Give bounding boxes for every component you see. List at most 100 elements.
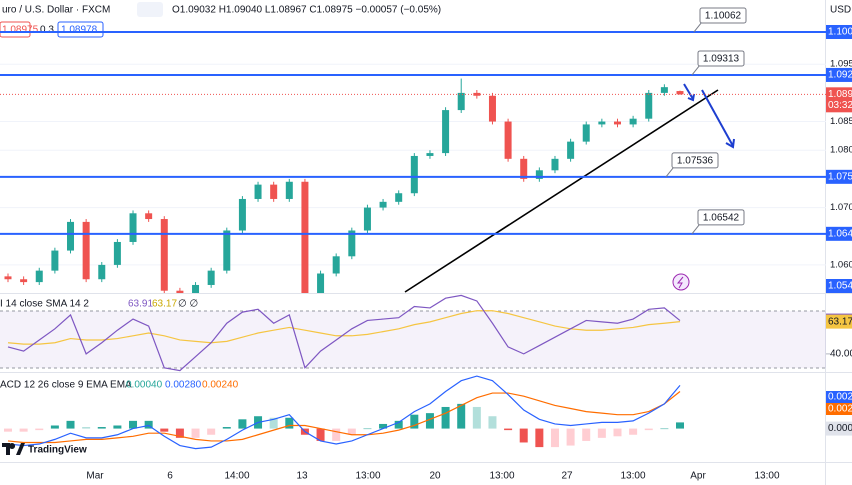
currency-label: USD (830, 5, 851, 16)
candle-body (51, 250, 59, 271)
macd-histogram-bar (597, 428, 606, 438)
candle-body (317, 273, 325, 293)
macd-histogram-bar (676, 422, 684, 429)
y-tick-label: 1.080 (830, 145, 852, 156)
time-tick-label: 20 (429, 471, 441, 482)
candle-body (207, 270, 215, 285)
level-axis-label: 1.092 (828, 70, 852, 81)
candle-body (504, 121, 512, 159)
macd-histogram-bar (441, 406, 450, 429)
time-tick-label: 27 (561, 471, 573, 482)
macd-histogram-bar (566, 428, 575, 446)
candle-body (676, 91, 684, 95)
candle-body (379, 201, 387, 208)
candle-body (254, 184, 262, 199)
candle-body (176, 290, 184, 293)
event-icon[interactable] (672, 273, 690, 291)
rsi-axis-badge (826, 314, 852, 329)
rsi-axis-label: 63.17 (828, 316, 852, 327)
time-tick-label: 13:00 (754, 471, 779, 482)
macd-signal-value: 0.00240 (202, 380, 239, 391)
candle-body (270, 184, 278, 199)
macd-histogram-bar (457, 403, 466, 429)
macd-histogram-bar (613, 428, 622, 437)
candle-body (129, 213, 137, 242)
level-axis-badge (826, 24, 852, 39)
candle-body (67, 221, 75, 251)
candle-body (613, 121, 621, 125)
time-tick-label: Mar (86, 471, 104, 482)
callout-leader (691, 64, 701, 76)
candle-body (192, 284, 200, 293)
macd-histogram-bar (129, 420, 138, 429)
candle-body (567, 141, 575, 159)
macd-line (7, 375, 681, 450)
low-badge (826, 279, 852, 293)
price-axis: 1.095 1.085 1.080 1.070 1.060 (830, 59, 852, 271)
rsi-line (7, 294, 681, 372)
macd-histogram-bar (191, 428, 200, 438)
candle-body (473, 92, 481, 96)
macd-hist-value: 0.00040 (126, 380, 163, 391)
macd-signal-line (7, 391, 681, 444)
candle-body (410, 155, 418, 194)
candle-body (20, 279, 28, 283)
candle-body (551, 158, 559, 171)
rsi-extra: ∅ ∅ (178, 299, 198, 310)
time-tick-label: 13:00 (489, 471, 514, 482)
candle-body (598, 121, 606, 125)
macd-histogram-bar (519, 428, 528, 443)
candle-body (160, 219, 168, 291)
macd-histogram-bar (35, 428, 44, 431)
level-axis-badge (826, 169, 852, 184)
countdown: 03:32 (828, 100, 852, 111)
candle-body (113, 241, 121, 265)
candle-body (332, 256, 340, 274)
candle-body (348, 230, 356, 257)
macd-title: ACD 12 26 close 9 EMA EMA (0, 380, 132, 391)
macd-histogram-bar (394, 420, 403, 429)
macd-histogram-bar (222, 427, 231, 429)
candle-body (395, 193, 403, 202)
last-price-badge (826, 87, 852, 113)
buy-price: 1.08978 (61, 25, 98, 36)
macd-histogram-bar (175, 428, 184, 438)
macd-zero-badge (826, 421, 852, 436)
macd-histogram-bar (316, 428, 325, 441)
callout-box (697, 209, 745, 226)
candle-body (35, 270, 43, 283)
callout-label: 1.10062 (705, 11, 742, 22)
trend-line (404, 89, 719, 293)
time-tick-label: Apr (690, 471, 706, 482)
candle-body (535, 170, 543, 179)
candle-body (442, 110, 450, 154)
macd-histogram-bar (144, 420, 153, 429)
macd-histogram-bar (82, 427, 91, 429)
icon-button[interactable] (137, 2, 163, 17)
macd-histogram-bar (425, 413, 434, 429)
spread: 0.3 (40, 25, 54, 36)
candle-body (98, 264, 106, 280)
macd-axis-badge (826, 391, 852, 403)
macd-histogram-bar (160, 428, 169, 432)
rsi-sma-line (7, 310, 681, 345)
level-axis-label: 1.075 (828, 171, 852, 182)
candle-body (488, 95, 496, 122)
time-tick-label: 13:00 (620, 471, 645, 482)
sell-button[interactable] (0, 21, 31, 38)
macd-histogram-bar (50, 425, 59, 429)
logo: TradingView (2, 443, 87, 456)
macd-histogram-bar (207, 428, 216, 435)
y-tick-label: 1.060 (830, 259, 852, 270)
macd-histogram-bar (410, 414, 419, 429)
macd-histogram-bar (269, 417, 278, 429)
callout-box (697, 50, 745, 67)
macd-histogram-bar (535, 428, 544, 448)
candle-body (4, 276, 12, 280)
low-badge-label: 1.054 (828, 281, 852, 292)
level-axis-label: 1.100 (828, 27, 852, 38)
macd-value: 0.00280 (165, 380, 202, 391)
macd-histogram-bar (238, 419, 247, 429)
buy-button[interactable] (57, 21, 104, 38)
candle-body (363, 207, 371, 231)
